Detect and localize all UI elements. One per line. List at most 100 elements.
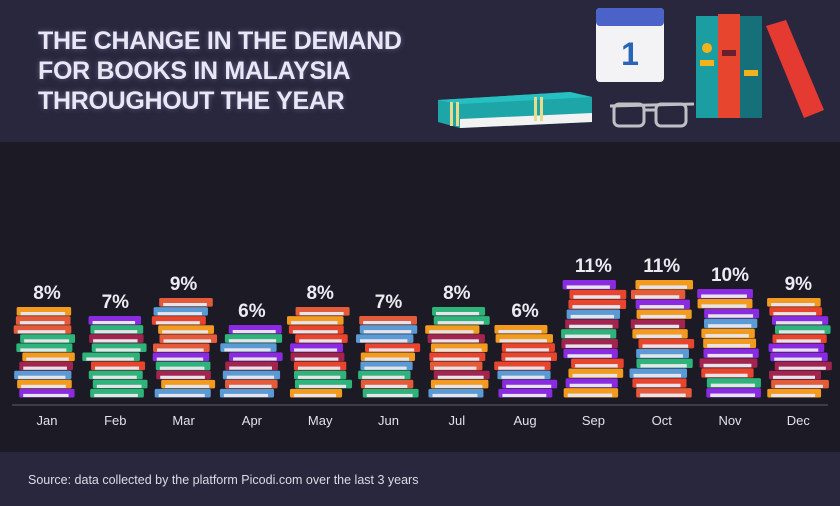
book xyxy=(360,379,414,389)
glasses-icon xyxy=(609,102,695,128)
book xyxy=(425,325,480,334)
book xyxy=(294,379,353,389)
book xyxy=(159,334,218,343)
book xyxy=(295,307,350,316)
x-tick-label: Aug xyxy=(514,413,537,428)
data-label: 6% xyxy=(238,301,266,322)
book xyxy=(153,307,208,316)
header-illustration: 1 xyxy=(438,8,824,128)
data-label: 11% xyxy=(643,256,680,277)
book xyxy=(432,307,486,316)
book xyxy=(494,325,548,334)
book xyxy=(699,358,758,368)
book xyxy=(429,361,483,371)
book xyxy=(224,334,283,343)
book xyxy=(768,343,825,353)
book xyxy=(293,370,347,380)
book xyxy=(638,339,695,349)
book xyxy=(703,348,759,358)
book xyxy=(219,388,275,398)
book xyxy=(14,370,72,380)
book xyxy=(229,352,283,361)
book xyxy=(632,329,688,339)
chart-area: 8% Jan 7% Feb 9% Mar 6% Apr 8% May 7% Jun 8% Jul 6% Aug… xyxy=(0,142,840,452)
book xyxy=(360,352,416,362)
book xyxy=(359,316,417,325)
book xyxy=(501,352,557,361)
book xyxy=(427,334,485,343)
book xyxy=(15,316,71,325)
book xyxy=(704,318,758,329)
data-label: 8% xyxy=(306,283,334,304)
book xyxy=(91,343,147,352)
data-label: 7% xyxy=(102,292,130,313)
data-label: 11% xyxy=(575,256,612,277)
book xyxy=(88,316,142,325)
x-tick-label: Feb xyxy=(104,413,126,428)
book xyxy=(706,378,761,388)
book xyxy=(771,316,829,325)
book xyxy=(151,316,206,325)
bar-feb xyxy=(82,316,148,398)
book xyxy=(359,325,418,334)
data-label: 6% xyxy=(511,301,539,322)
book xyxy=(13,325,72,334)
bar-apr xyxy=(219,325,283,398)
source-note: Source: data collected by the platform P… xyxy=(28,473,419,487)
book-pile-chart: 8% Jan 7% Feb 9% Mar 6% Apr 8% May 7% Jun 8% Jul 6% Aug… xyxy=(12,256,832,428)
book xyxy=(563,388,619,398)
book xyxy=(706,388,761,398)
book xyxy=(498,388,553,398)
book xyxy=(225,361,278,371)
book xyxy=(636,348,689,359)
book xyxy=(703,338,757,348)
x-tick-label: Apr xyxy=(242,413,263,428)
book xyxy=(90,388,144,398)
book xyxy=(501,343,555,352)
book xyxy=(161,379,216,389)
chart-title: THE CHANGE IN THE DEMAND FOR BOOKS IN MA… xyxy=(38,26,402,116)
book xyxy=(430,379,489,389)
book xyxy=(428,388,484,398)
book xyxy=(569,289,627,300)
lying-book-icon xyxy=(438,92,592,128)
data-label: 8% xyxy=(443,283,471,304)
calendar-icon: 1 xyxy=(596,8,664,82)
book xyxy=(636,309,692,319)
book xyxy=(772,334,827,343)
calendar-day: 1 xyxy=(621,36,639,72)
bar-jun xyxy=(356,316,421,398)
book xyxy=(356,334,414,343)
book xyxy=(430,343,488,352)
book xyxy=(701,368,754,378)
book xyxy=(16,343,73,352)
book xyxy=(289,388,343,398)
bar-sep xyxy=(561,280,627,398)
book xyxy=(571,358,624,368)
book xyxy=(17,379,72,389)
book xyxy=(222,370,281,380)
bar-jan xyxy=(13,307,76,398)
standing-books-icon xyxy=(696,14,824,118)
book xyxy=(770,352,828,362)
x-tick-label: Dec xyxy=(787,413,811,428)
book xyxy=(636,388,692,398)
book xyxy=(360,361,413,371)
data-label: 10% xyxy=(711,265,749,286)
book xyxy=(629,368,688,378)
book xyxy=(768,370,821,380)
book xyxy=(495,334,553,343)
book xyxy=(635,299,690,309)
book xyxy=(502,379,558,389)
book xyxy=(228,325,282,334)
x-tick-label: Sep xyxy=(582,413,605,428)
book xyxy=(290,352,345,362)
x-tick-label: May xyxy=(308,413,333,428)
book xyxy=(561,329,617,339)
book xyxy=(90,325,144,334)
data-label: 7% xyxy=(375,292,403,313)
book xyxy=(158,325,214,334)
book xyxy=(697,289,753,299)
book xyxy=(632,378,687,388)
book xyxy=(19,388,75,398)
